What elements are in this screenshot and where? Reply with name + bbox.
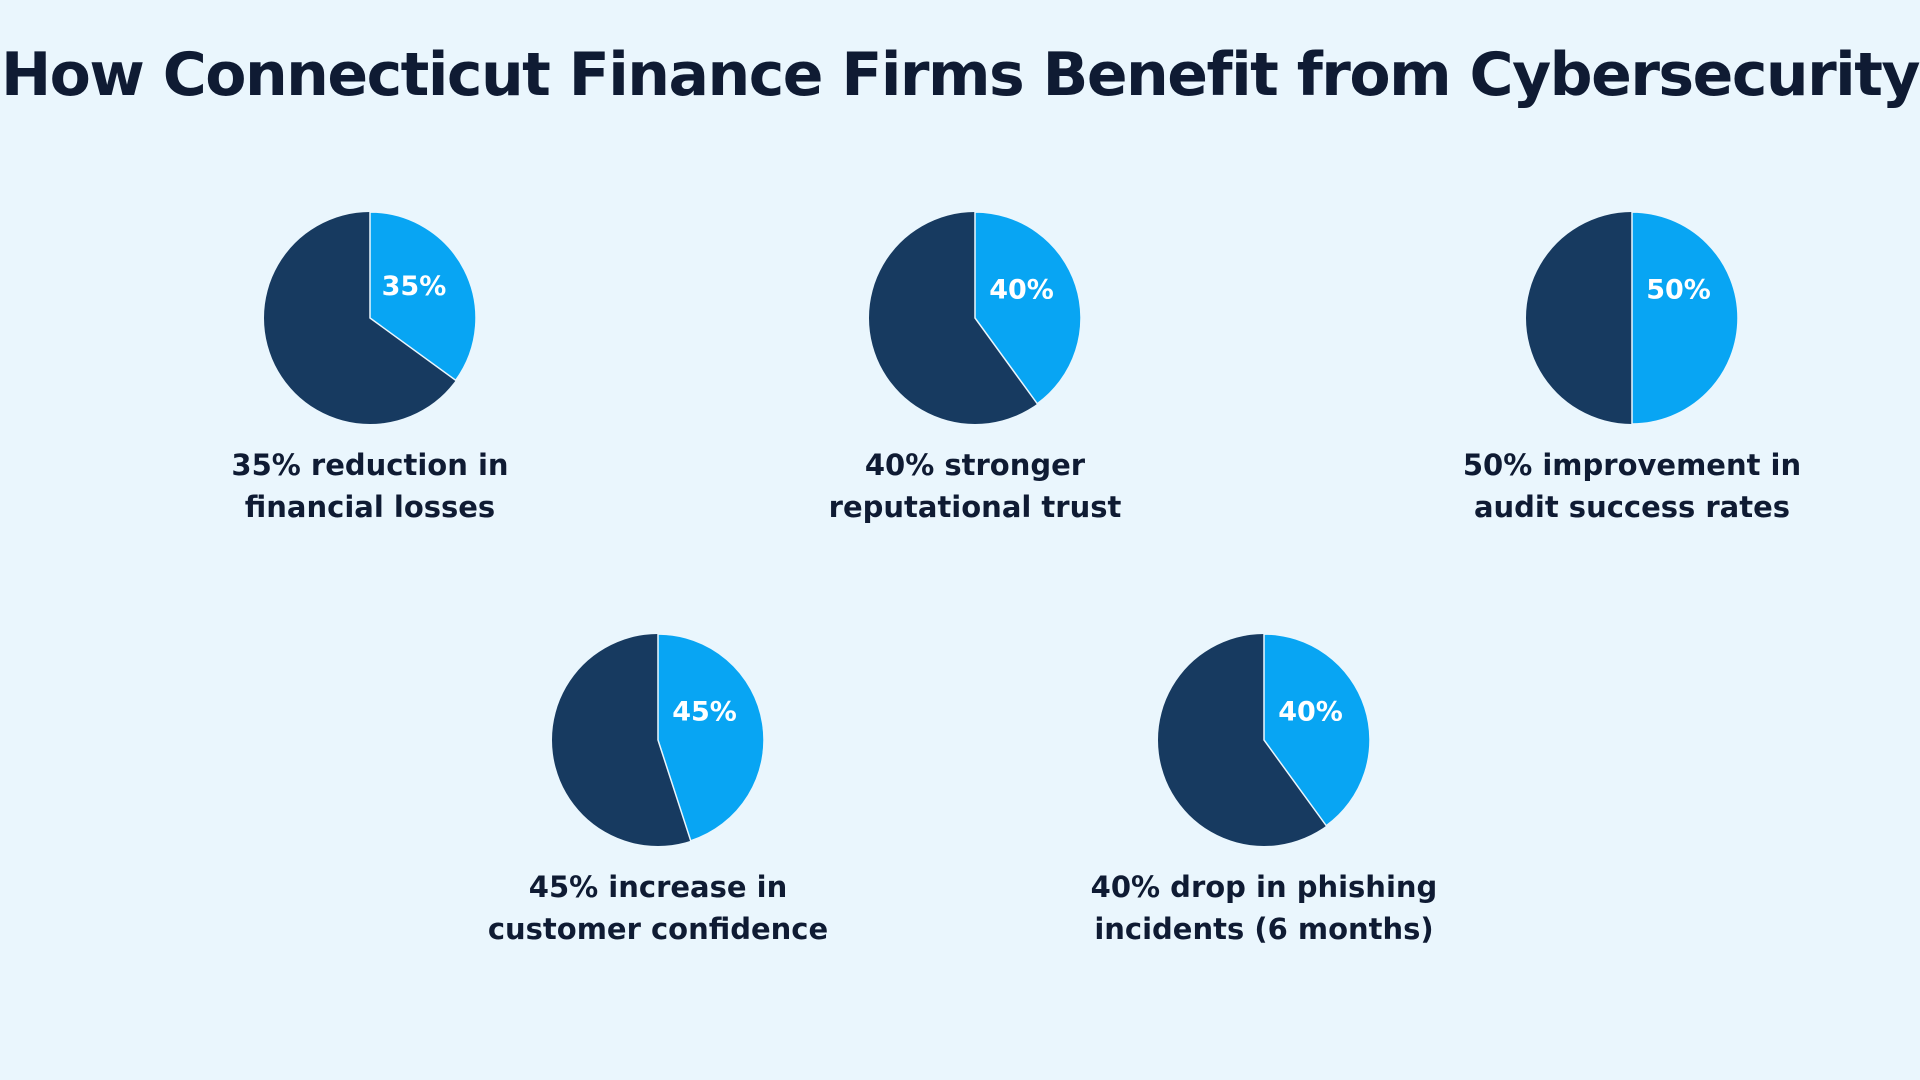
stat-caption-line-1: 45% increase in — [528, 870, 788, 904]
stat-caption-line-1: 40% drop in phishing — [1090, 870, 1438, 904]
stat-caption: 40% drop in phishing incidents (6 months… — [1054, 866, 1474, 950]
pie-slice-value — [1631, 211, 1739, 425]
pie-value-label: 40% — [1278, 696, 1343, 727]
stat-caption-line-2: audit success rates — [1473, 490, 1791, 524]
stat-caption: 35% reduction in financial losses — [160, 444, 580, 528]
pie-chart-reputational-trust: 40% — [868, 211, 1082, 424]
stat-caption: 45% increase in customer confidence — [448, 866, 868, 950]
stat-card-phishing-incidents: 40% 40% drop in phishing incidents (6 mo… — [1054, 632, 1474, 950]
stat-caption: 50% improvement in audit success rates — [1422, 444, 1842, 528]
stat-caption-line-1: 40% stronger — [864, 448, 1086, 482]
pie-slice-value — [369, 211, 477, 382]
pie-value-label: 40% — [989, 274, 1054, 305]
stat-caption-line-1: 35% reduction in — [231, 448, 509, 482]
infographic-title: How Connecticut Finance Firms Benefit fr… — [0, 40, 1920, 110]
pie-slice-value — [974, 211, 1082, 405]
stat-caption-line-2: financial losses — [244, 490, 496, 524]
stat-card-financial-losses: 35% 35% reduction in financial losses — [160, 210, 580, 528]
stat-caption-line-2: customer confidence — [487, 912, 829, 946]
stat-card-customer-confidence: 45% 45% increase in customer confidence — [448, 632, 868, 950]
stat-caption: 40% stronger reputational trust — [765, 444, 1185, 528]
pie-value-label: 45% — [672, 696, 737, 727]
pie-value-label: 50% — [1646, 274, 1711, 305]
pie-chart-customer-confidence: 45% — [551, 633, 765, 846]
stat-card-audit-success: 50% 50% improvement in audit success rat… — [1422, 210, 1842, 528]
stat-caption-line-2: reputational trust — [828, 490, 1122, 524]
stat-caption-line-1: 50% improvement in — [1462, 448, 1802, 482]
stat-caption-line-2: incidents (6 months) — [1094, 912, 1434, 946]
pie-slice-value — [657, 633, 765, 842]
pie-chart-audit-success: 50% — [1525, 211, 1739, 425]
pie-chart-phishing-incidents: 40% — [1157, 633, 1371, 846]
pie-chart-financial-losses: 35% — [263, 211, 477, 424]
pie-value-label: 35% — [382, 271, 447, 302]
stat-card-reputational-trust: 40% 40% stronger reputational trust — [765, 210, 1185, 528]
pie-slice-value — [1263, 633, 1371, 827]
